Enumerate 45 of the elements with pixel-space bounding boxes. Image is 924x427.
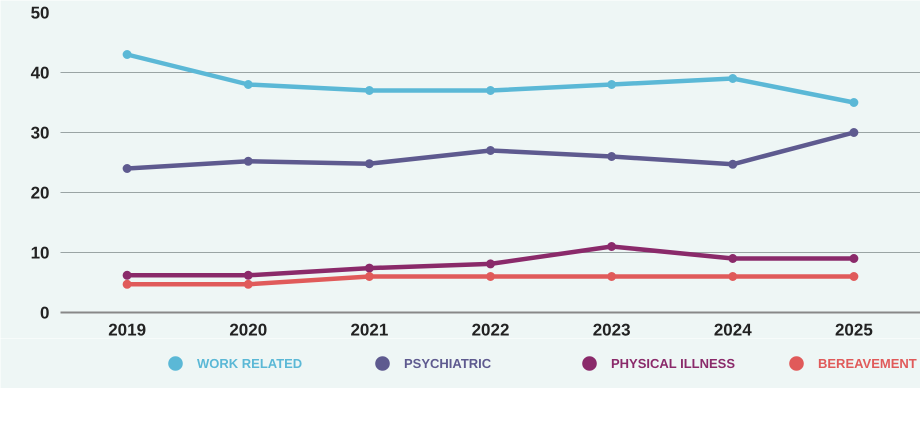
point bbox=[486, 146, 495, 155]
point bbox=[244, 80, 253, 89]
y-tick-label: 0 bbox=[40, 304, 50, 322]
point bbox=[728, 272, 738, 281]
point bbox=[849, 98, 858, 107]
y-tick-label: 10 bbox=[30, 244, 50, 262]
point bbox=[122, 164, 132, 173]
legend-label: BEREAVEMENT bbox=[818, 356, 917, 370]
point bbox=[486, 259, 495, 268]
point bbox=[728, 254, 738, 263]
point bbox=[849, 272, 858, 281]
legend-label: WORK RELATED bbox=[197, 356, 302, 370]
point bbox=[486, 86, 495, 95]
point bbox=[607, 80, 616, 89]
x-tick-label: 2021 bbox=[350, 320, 388, 340]
legend-label: PSYCHIATRIC bbox=[404, 356, 492, 370]
point bbox=[728, 160, 738, 169]
point bbox=[849, 128, 858, 137]
point bbox=[607, 242, 616, 251]
x-tick-label: 2023 bbox=[592, 320, 631, 340]
y-tick-label: 30 bbox=[30, 124, 50, 142]
point bbox=[364, 264, 374, 273]
point bbox=[364, 86, 374, 95]
point bbox=[244, 280, 253, 289]
point bbox=[849, 254, 858, 263]
point bbox=[486, 272, 495, 281]
point bbox=[728, 74, 738, 83]
point bbox=[364, 272, 374, 281]
y-tick-label: 50 bbox=[30, 4, 50, 22]
point bbox=[244, 270, 253, 280]
x-tick-label: 2022 bbox=[472, 320, 510, 340]
y-tick-label: 40 bbox=[30, 64, 50, 82]
point bbox=[244, 156, 253, 166]
point bbox=[122, 270, 132, 280]
y-tick-label: 20 bbox=[30, 184, 50, 202]
x-tick-label: 2019 bbox=[108, 320, 146, 340]
point bbox=[364, 159, 374, 168]
x-tick-label: 2025 bbox=[834, 320, 873, 340]
point bbox=[607, 152, 616, 161]
legend-label: PHYSICAL ILLNESS bbox=[611, 356, 736, 370]
point bbox=[122, 50, 132, 59]
x-tick-label: 2020 bbox=[229, 320, 268, 340]
x-tick-label: 2024 bbox=[714, 320, 752, 340]
point bbox=[122, 280, 132, 289]
point bbox=[607, 272, 616, 281]
